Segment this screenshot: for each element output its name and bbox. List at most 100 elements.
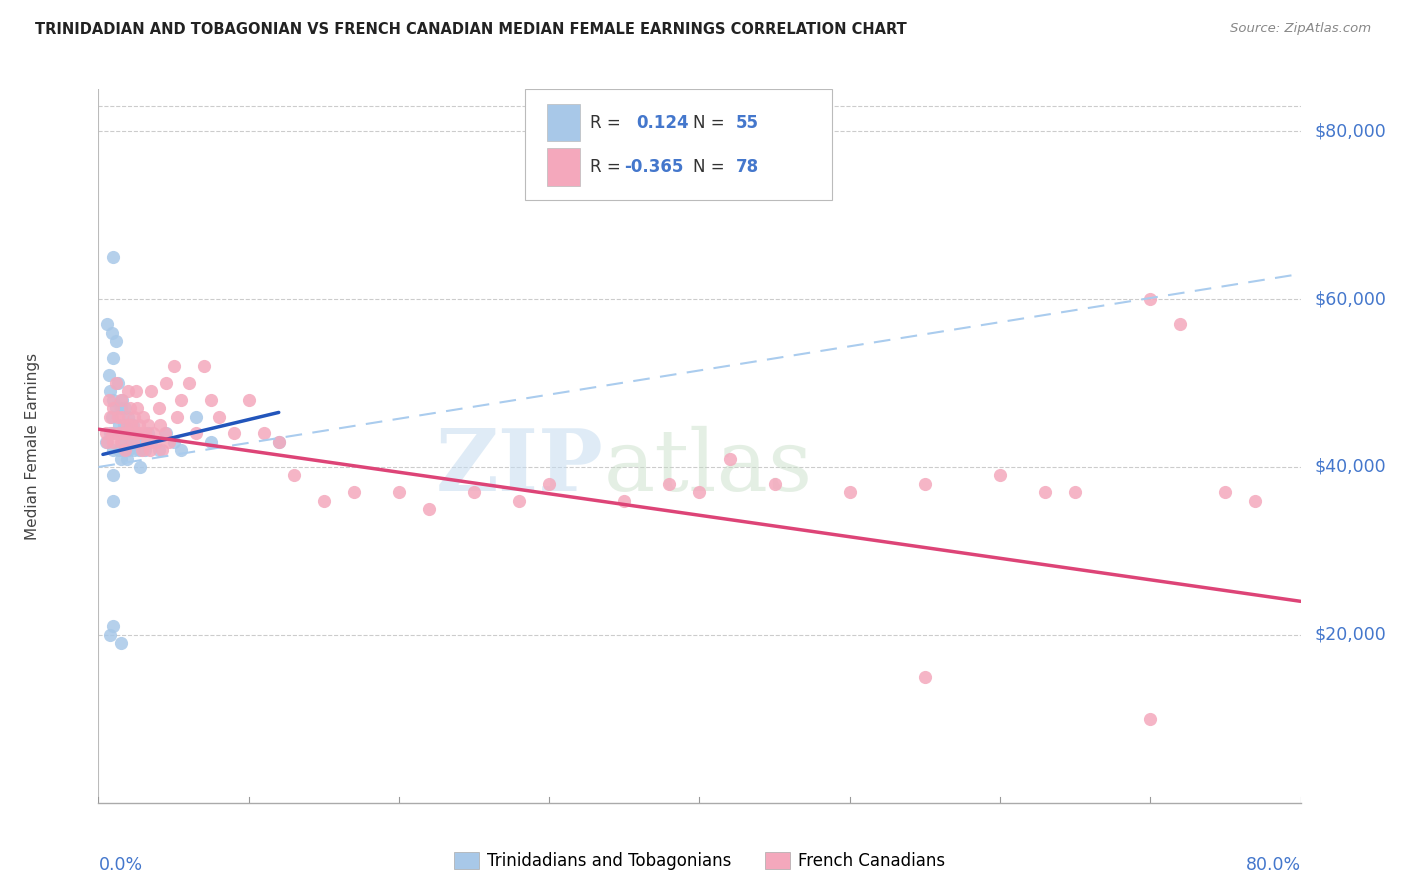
Text: TRINIDADIAN AND TOBAGONIAN VS FRENCH CANADIAN MEDIAN FEMALE EARNINGS CORRELATION: TRINIDADIAN AND TOBAGONIAN VS FRENCH CAN…	[35, 22, 907, 37]
Point	[117, 409, 139, 424]
Point	[138, 443, 160, 458]
Text: 55: 55	[735, 114, 759, 132]
Point	[153, 426, 176, 441]
Legend: Trinidadians and Tobagonians, French Canadians: Trinidadians and Tobagonians, French Can…	[447, 845, 952, 877]
Point	[110, 401, 132, 416]
Point	[121, 417, 143, 432]
Point	[838, 485, 860, 500]
Point	[125, 426, 148, 441]
Point	[463, 485, 485, 500]
Point	[139, 384, 162, 399]
Point	[105, 334, 128, 348]
Point	[112, 443, 135, 458]
Point	[103, 250, 125, 264]
Point	[103, 493, 125, 508]
Point	[135, 434, 157, 449]
Text: -0.365: -0.365	[624, 158, 683, 176]
Point	[128, 443, 150, 458]
Point	[283, 468, 305, 483]
Point	[125, 426, 148, 441]
Point	[1139, 292, 1161, 306]
Point	[149, 417, 172, 432]
Point	[914, 476, 936, 491]
Point	[1215, 485, 1237, 500]
Text: N =: N =	[693, 114, 725, 132]
Point	[94, 426, 117, 441]
Point	[111, 392, 134, 407]
Point	[117, 426, 139, 441]
Point	[136, 417, 159, 432]
Point	[110, 434, 132, 449]
Text: 0.124: 0.124	[636, 114, 689, 132]
FancyBboxPatch shape	[526, 89, 832, 200]
Point	[108, 443, 131, 458]
Point	[1033, 485, 1056, 500]
Point	[101, 326, 124, 340]
Point	[134, 426, 156, 441]
Point	[115, 451, 138, 466]
Point	[688, 485, 710, 500]
Point	[1244, 493, 1267, 508]
Point	[118, 426, 141, 441]
Point	[117, 443, 139, 458]
Point	[101, 426, 124, 441]
Point	[658, 476, 681, 491]
Point	[128, 417, 150, 432]
Text: 80.0%: 80.0%	[1246, 856, 1301, 874]
Point	[100, 628, 122, 642]
Point	[914, 670, 936, 684]
Point	[141, 426, 163, 441]
Text: atlas: atlas	[603, 425, 813, 509]
Point	[129, 460, 152, 475]
Point	[1139, 712, 1161, 726]
Point	[418, 502, 440, 516]
Point	[267, 434, 290, 449]
Point	[222, 426, 245, 441]
Point	[105, 376, 128, 390]
Point	[110, 636, 132, 650]
Point	[103, 443, 125, 458]
Point	[166, 409, 188, 424]
Point	[114, 434, 136, 449]
Point	[155, 376, 177, 390]
Text: N =: N =	[693, 158, 725, 176]
Text: ZIP: ZIP	[436, 425, 603, 509]
Point	[208, 409, 231, 424]
Point	[103, 392, 125, 407]
Point	[103, 619, 125, 633]
Point	[96, 318, 118, 332]
Point	[112, 417, 135, 432]
Point	[103, 351, 125, 365]
Point	[343, 485, 366, 500]
Point	[238, 392, 260, 407]
FancyBboxPatch shape	[547, 148, 581, 186]
Point	[127, 434, 149, 449]
Point	[100, 384, 122, 399]
Point	[103, 434, 125, 449]
Point	[122, 417, 145, 432]
Point	[312, 493, 335, 508]
Point	[117, 384, 139, 399]
Point	[105, 401, 128, 416]
Point	[127, 401, 149, 416]
Point	[103, 468, 125, 483]
Point	[148, 443, 170, 458]
Text: 78: 78	[735, 158, 759, 176]
Text: Source: ZipAtlas.com: Source: ZipAtlas.com	[1230, 22, 1371, 36]
Point	[1170, 318, 1192, 332]
Point	[124, 409, 146, 424]
Point	[200, 434, 222, 449]
Point	[107, 376, 129, 390]
Point	[1064, 485, 1087, 500]
Point	[107, 409, 129, 424]
Point	[97, 392, 120, 407]
Point	[111, 434, 134, 449]
Point	[100, 426, 122, 441]
Point	[157, 434, 180, 449]
Point	[718, 451, 741, 466]
Point	[103, 401, 125, 416]
Point	[155, 426, 177, 441]
Point	[139, 434, 162, 449]
Point	[114, 443, 136, 458]
Point	[108, 417, 131, 432]
